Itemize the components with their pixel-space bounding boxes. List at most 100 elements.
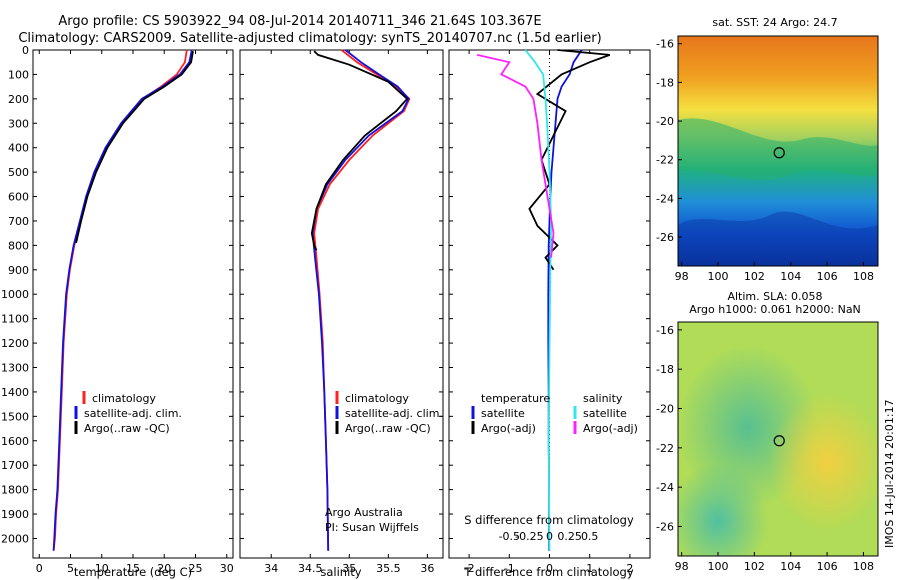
difference-ticks: -2 -1 0 1 2 [449,49,650,575]
y-tick-label: 300 [8,117,29,130]
map-x-tick-label: 108 [853,270,874,283]
sla-map-ticks: 98 100 102 104 106 108 -16 -18 -20 -22 -24 -26 [656,324,874,573]
x-tick-label: 25 [189,562,203,575]
y-tick-label: 900 [8,264,29,277]
map-y-tick-label: -26 [656,231,674,244]
legend-satellite-adj: satellite-adj. clim. [345,407,443,420]
legend-t-argo: Argo(-adj) [481,422,536,435]
y-tick-label: 100 [8,68,29,81]
y-tick-label: 1500 [1,410,29,423]
y-tick-label: 1600 [1,435,29,448]
y-tick-label: 1100 [1,313,29,326]
sst-map-title: sat. SST: 24 Argo: 24.7 [712,16,837,29]
map-y-tick-label: -22 [656,442,674,455]
y-tick-label: 400 [8,142,29,155]
legend-s-argo: Argo(-adj) [583,422,638,435]
difference-legend: temperature satellite Argo(-adj) salinit… [471,392,638,435]
sla-map-frame [677,321,879,557]
x-tick-label: 36 [420,562,434,575]
difference-xlabel: T difference from climatology [463,565,634,579]
x-tick-label: -2 [464,562,475,575]
series-line-satellite-adj-clim [52,49,193,551]
title-line-1: Argo profile: CS 5903922_94 08-Jul-2014 … [58,14,541,29]
map-y-tick-label: -16 [656,324,674,337]
sst-map-ticks: 98 100 102 104 106 108 -16 -18 -20 -22 -24 -26 [656,38,874,283]
x-tick-label: 5 [67,562,74,575]
map-x-tick-label: 106 [817,560,838,573]
map-x-tick-label: 102 [744,560,765,573]
x-tick-label: 10 [95,562,109,575]
salinity-lines [310,49,411,551]
y-tick-label: 800 [8,239,29,252]
x-tick-label: 34 [264,562,278,575]
difference-lines [476,49,611,551]
y-tick-label: 1900 [1,508,29,521]
map-x-tick-label: 100 [708,560,729,573]
x-tick-label: 35 [342,562,356,575]
x-tick-label: 0 [546,562,553,575]
series-line-argo-raw-qc [75,51,194,244]
salinity-axes-frame [239,49,444,559]
series-line-argo-raw-qc [310,50,409,251]
temperature-ticks: 0 5 10 15 20 25 300100200300400500600700800900… [1,44,234,575]
salinity-ticks: 34 34.5 35 35.5 36 [240,49,443,575]
series-line-satellite-adj-clim [311,49,410,551]
map-y-tick-label: -20 [656,115,674,128]
sla-map-argo-marker [773,435,785,447]
sla-map-title-2: Argo h1000: 0.061 h2000: NaN [689,303,861,316]
map-x-tick-label: 100 [708,270,729,283]
map-y-tick-label: -18 [656,363,674,376]
annotation-argo-australia: Argo Australia [325,506,403,519]
map-x-tick-label: 104 [780,270,801,283]
y-tick-label: 700 [8,215,29,228]
top-tick-label: 0.25 [557,530,582,543]
difference-top-ticks: -0.5-0.25 0 0.25 0.5 [499,530,599,543]
y-tick-label: 1400 [1,386,29,399]
temperature-lines [52,49,194,551]
difference-xlabel-top: S difference from climatology [464,513,634,527]
temperature-axes-frame [32,49,234,559]
y-tick-label: 500 [8,166,29,179]
x-tick-label: 15 [126,562,140,575]
y-tick-label: 200 [8,93,29,106]
sst-map: sat. SST: 24 Argo: 24.7 98 100 102 104 106 10… [656,16,879,283]
sla-map: Altim. SLA: 0.058 Argo h1000: 0.061 h200… [656,290,879,573]
y-tick-label: 1300 [1,362,29,375]
top-tick-label: -0.5 [499,530,520,543]
temperature-panel: 0 5 10 15 20 25 300100200300400500600700800900… [1,44,234,579]
salinity-legend: climatology satellite-adj. clim. Argo(..… [335,391,443,435]
map-x-tick-label: 106 [817,270,838,283]
difference-panel: -2 -1 0 1 2 T difference from climatology S … [448,49,651,579]
map-y-tick-label: -22 [656,154,674,167]
sst-map-frame [677,35,879,267]
map-y-tick-label: -24 [656,481,674,494]
legend-climatology: climatology [92,392,156,405]
map-y-tick-label: -26 [656,521,674,534]
temperature-xlabel: temperature (deg C) [74,565,192,579]
x-tick-label: 2 [626,562,633,575]
map-x-tick-label: 108 [853,560,874,573]
map-x-tick-label: 102 [744,270,765,283]
series-line-climatology [313,49,411,551]
map-y-tick-label: -16 [656,38,674,51]
sst-map-cold-pool [678,211,878,266]
sla-map-title-1: Altim. SLA: 0.058 [727,290,822,303]
series-line-s-satellite [524,49,553,551]
x-tick-label: 1 [586,562,593,575]
salinity-panel: 34 34.5 35 35.5 36 salinity climatology sate… [239,49,444,579]
title-line-2: Climatology: CARS2009. Satellite-adjuste… [18,31,601,46]
legend-climatology: climatology [345,392,409,405]
map-x-tick-label: 104 [780,560,801,573]
y-tick-label: 600 [8,191,29,204]
sst-map-argo-marker [773,147,785,159]
x-tick-label: -1 [504,562,515,575]
legend-t-satellite: satellite [481,407,525,420]
imos-timestamp: IMOS 14-Jul-2014 20:01:17 [883,399,896,548]
legend-argo: Argo(..raw -QC) [345,422,431,435]
x-tick-label: 34.5 [298,562,323,575]
map-y-tick-label: -24 [656,192,674,205]
legend-argo: Argo(..raw -QC) [84,422,170,435]
annotation-pi: PI: Susan Wijffels [325,521,419,534]
x-tick-label: 20 [157,562,171,575]
salinity-xlabel: salinity [320,565,361,579]
